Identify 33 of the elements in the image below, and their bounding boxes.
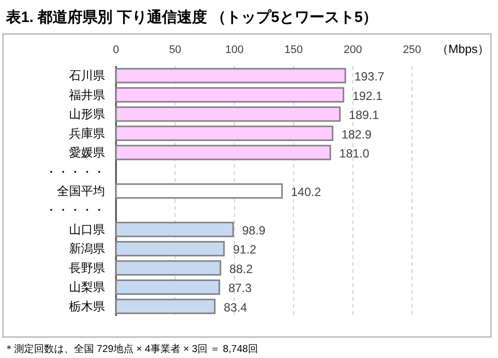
y-tick-label: 山梨県 <box>69 280 105 294</box>
y-tick-label: 新潟県 <box>69 242 105 256</box>
x-tick-label: 200 <box>344 44 362 56</box>
data-label: 88.2 <box>229 262 254 276</box>
data-label: 98.9 <box>242 223 266 238</box>
chart-title: 表1. 都道府県別 下り通信速度 （トップ5とワースト5） <box>5 8 378 26</box>
data-label: 91.2 <box>232 242 257 257</box>
y-tick-label: 山口県 <box>69 222 105 236</box>
y-tick-label: 福井県 <box>69 88 105 102</box>
y-tick-label: 山形県 <box>69 107 105 122</box>
y-tick-label: 長野県 <box>69 260 105 275</box>
data-label: 189.1 <box>348 108 380 122</box>
data-label: 140.2 <box>290 185 322 199</box>
data-label: 193.7 <box>354 70 385 84</box>
x-tick-label: 150 <box>284 44 303 56</box>
x-tick-label: 100 <box>225 44 244 56</box>
y-tick-label: 栃木県 <box>69 299 105 314</box>
y-tick-label: 兵庫県 <box>69 126 105 140</box>
x-tick-label: 50 <box>169 44 182 56</box>
y-tick-label: 石川県 <box>69 68 105 83</box>
y-tick-label: 愛媛県 <box>69 146 105 160</box>
data-label: 181.0 <box>339 146 370 161</box>
y-tick-label: ・・・・・ <box>45 164 105 179</box>
data-label: 83.4 <box>224 300 248 314</box>
data-label: 192.1 <box>352 88 383 103</box>
data-label: 182.9 <box>342 127 372 142</box>
x-tick-label: 0 <box>112 44 120 56</box>
x-axis-title: （Mbps） <box>436 42 490 56</box>
text: ＊測定回数は、全国 729地点 × 4事業者 × 3回 ＝ 8,748回 <box>4 343 258 355</box>
y-tick-label: ・・・・・ <box>45 203 105 218</box>
data-label: 87.3 <box>228 281 252 296</box>
x-tick-label: 250 <box>402 44 422 56</box>
y-tick-label: 全国平均 <box>57 184 105 198</box>
